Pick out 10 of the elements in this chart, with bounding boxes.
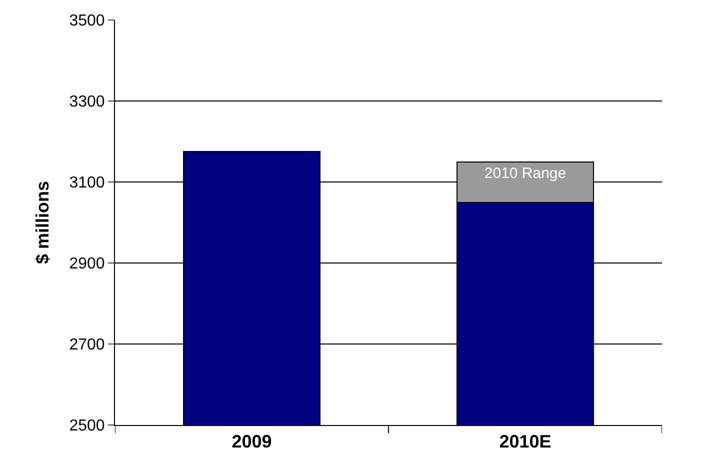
y-axis-title: $ millions [32,180,52,264]
y-tick-label: 2500 [69,418,105,435]
y-tick-label: 2900 [69,256,105,273]
x-tick-label: 2009 [232,432,272,452]
y-tick-label: 3300 [69,94,105,111]
y-tick-label: 3100 [69,174,105,192]
series-label: 2010 Range [484,164,566,182]
y-tick-label: 2700 [69,336,105,354]
y-tick-label: 3500 [69,12,105,30]
x-tick-label: 2010E [499,432,552,452]
